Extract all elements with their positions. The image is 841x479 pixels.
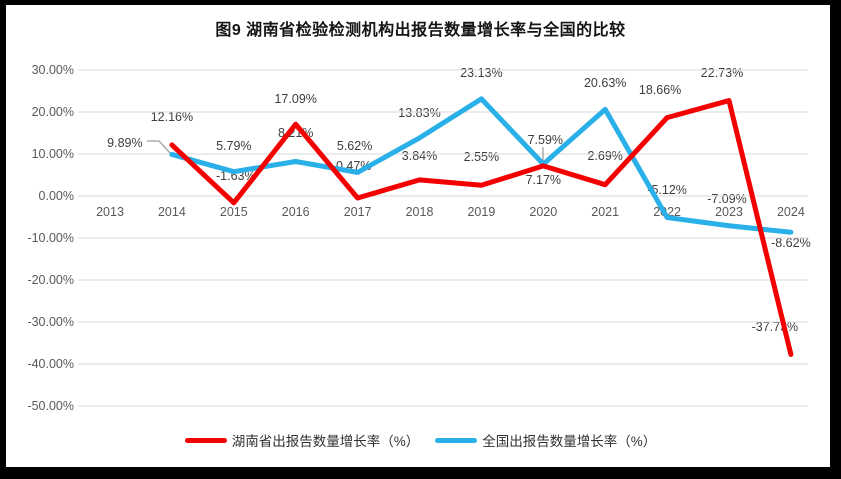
data-label-national-2017: 5.62% [336, 139, 373, 154]
frame-border-bottom [0, 467, 841, 479]
data-label-national-2016: 8.21% [277, 125, 314, 140]
data-label-national-2015: 5.79% [216, 138, 252, 153]
frame-border-right [830, 0, 841, 479]
y-axis-tick-label: -20.00% [27, 273, 74, 287]
data-label-national-2018: 13.83% [398, 105, 441, 120]
y-axis-tick-label: 30.00% [31, 63, 74, 77]
legend-label-national: 全国出报告数量增长率（%） [482, 434, 657, 449]
data-label-hunan-2022: 18.66% [638, 82, 682, 97]
x-axis-year-label: 2019 [467, 205, 496, 219]
data-label-hunan-2015: -1.63% [215, 168, 256, 183]
data-label-national-2014: 9.89% [107, 136, 143, 151]
label-leader-line [147, 140, 171, 154]
legend-item-hunan: 湖南省出报告数量增长率（%） [184, 430, 420, 450]
x-axis-year-label: 2015 [219, 205, 248, 219]
data-label-hunan-2021: 2.69% [587, 148, 623, 163]
legend-item-national: 全国出报告数量增长率（%） [435, 430, 656, 450]
x-axis-year-label: 2018 [405, 205, 434, 219]
data-label-hunan-2016: 17.09% [274, 92, 317, 107]
data-label-national-2023: -7.09% [707, 191, 747, 206]
data-label-hunan-2017: -0.47% [331, 158, 372, 173]
legend-label-hunan: 湖南省出报告数量增长率（%） [231, 434, 420, 449]
data-label-hunan-2014: 12.16% [150, 109, 194, 124]
frame-border-top [0, 0, 841, 5]
x-axis-year-label: 2024 [776, 205, 805, 219]
x-axis-year-label: 2020 [529, 205, 558, 219]
x-axis-year-label: 2014 [157, 205, 186, 219]
x-axis-year-label: 2017 [343, 205, 372, 219]
data-label-hunan-2023: 22.73% [700, 65, 744, 80]
y-axis-tick-label: 0.00% [38, 189, 74, 203]
frame-border-left [0, 0, 6, 479]
series-line-hunan [169, 98, 794, 357]
y-axis-tick-label: 20.00% [31, 105, 74, 119]
chart-title: 图9 湖南省检验检测机构出报告数量增长率与全国的比较 [215, 22, 626, 39]
data-label-national-2024: -8.62% [771, 236, 811, 251]
data-label-national-2019: 23.13% [460, 65, 503, 80]
data-label-hunan-2020: 7.17% [525, 172, 562, 187]
y-axis-tick-label: -40.00% [27, 357, 74, 371]
x-axis-year-label: 2023 [715, 205, 743, 219]
data-label-national-2021: 20.63% [583, 76, 627, 91]
x-axis-year-label: 2021 [591, 205, 620, 219]
x-axis-year-label: 2016 [281, 205, 310, 219]
y-axis-tick-label: -50.00% [27, 399, 74, 413]
data-label-hunan-2019: 2.55% [463, 150, 500, 165]
legend: 湖南省出报告数量增长率（%） 全国出报告数量增长率（%） [0, 430, 841, 450]
data-label-national-2022: -5.12% [647, 182, 687, 197]
data-label-hunan-2018: 3.84% [401, 148, 438, 163]
x-axis-year-label: 2013 [96, 205, 124, 219]
y-axis-tick-label: -30.00% [27, 315, 74, 329]
legend-swatch-hunan-icon [184, 437, 227, 443]
x-axis-year-label: 2022 [653, 205, 681, 219]
data-label-national-2020: 7.59% [527, 133, 564, 148]
y-axis-tick-label: 10.00% [31, 147, 74, 161]
data-label-hunan-2024: -37.73% [751, 320, 799, 335]
legend-swatch-national-icon [435, 437, 478, 443]
y-axis-tick-label: -10.00% [27, 231, 74, 245]
